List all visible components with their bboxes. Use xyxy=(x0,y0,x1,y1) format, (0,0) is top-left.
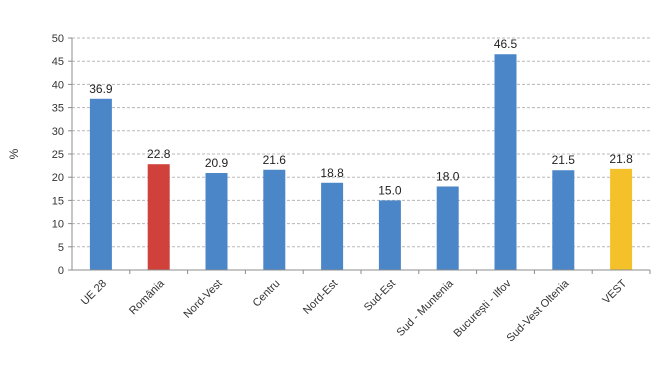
y-tick-label: 30 xyxy=(52,126,64,138)
data-label: 18.8 xyxy=(320,166,344,180)
bar xyxy=(610,168,633,270)
bar xyxy=(89,98,112,270)
y-axis-title: % xyxy=(7,148,21,159)
data-label: 18.0 xyxy=(436,169,460,183)
y-tick-label: 50 xyxy=(52,33,64,45)
y-axis: 0 5 10 15 20 25 30 35 40 45 50 xyxy=(52,33,73,277)
y-tick-label: 25 xyxy=(52,149,64,161)
bar xyxy=(494,54,517,270)
data-label: 20.9 xyxy=(205,156,229,170)
bars xyxy=(89,54,633,270)
bar xyxy=(436,186,459,270)
data-label: 22.8 xyxy=(147,147,171,161)
bar xyxy=(321,182,344,270)
y-tick-label: 15 xyxy=(52,195,64,207)
y-tick-label: 35 xyxy=(52,103,64,115)
y-tick-label: 0 xyxy=(58,265,64,277)
bar xyxy=(263,169,286,270)
data-labels: 36.9 22.8 20.9 21.6 18.8 15.0 18.0 46.5 21.5 21.8 xyxy=(89,37,633,197)
bar xyxy=(147,164,170,270)
y-tick-label: 10 xyxy=(52,219,64,231)
data-label: 21.8 xyxy=(609,152,633,166)
data-label: 21.6 xyxy=(263,153,287,167)
y-tick-label: 5 xyxy=(58,242,64,254)
y-tick-label: 20 xyxy=(52,172,64,184)
y-tick-label: 45 xyxy=(52,56,64,68)
data-label: 21.5 xyxy=(552,153,576,167)
y-tick-label: 40 xyxy=(52,79,64,91)
data-label: 46.5 xyxy=(494,37,518,51)
data-label: 36.9 xyxy=(89,82,113,96)
bar xyxy=(378,200,401,270)
bar xyxy=(205,173,228,270)
bar xyxy=(552,170,575,270)
data-label: 15.0 xyxy=(378,183,402,197)
